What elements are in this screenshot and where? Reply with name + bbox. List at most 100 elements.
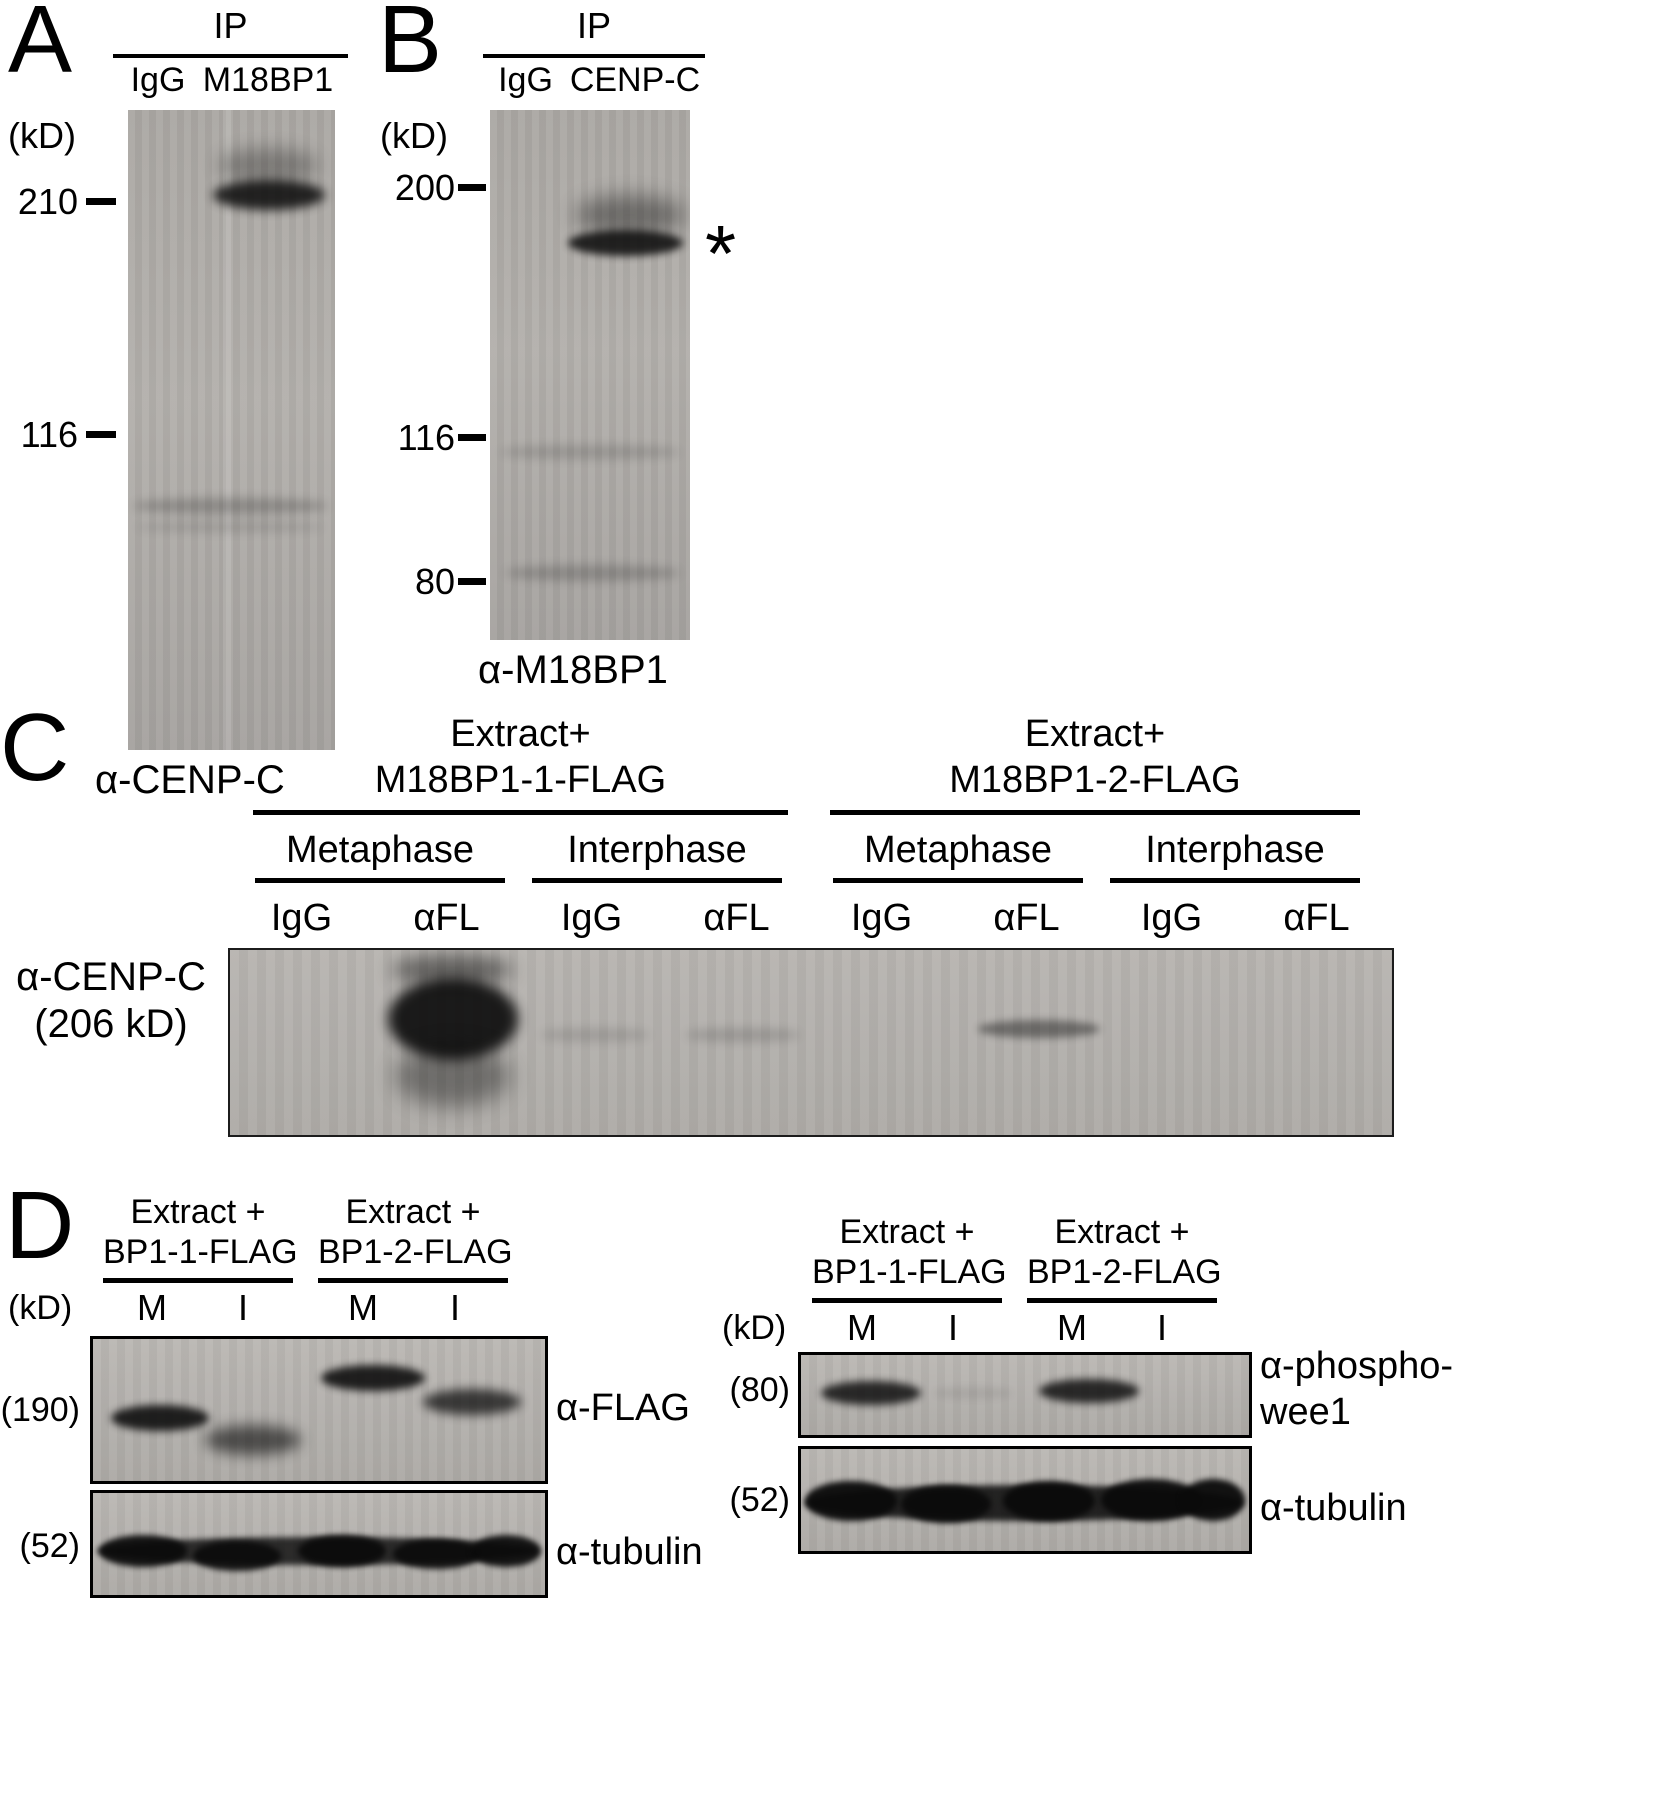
panel-c-blot (228, 948, 1394, 1137)
band-phospho-m2 (1039, 1379, 1139, 1403)
panel-b-ip-rule (483, 54, 705, 58)
panel-a-tick-210 (86, 198, 116, 205)
d-left-kd-label: (kD) (8, 1289, 73, 1327)
panel-b-blot-label: α-M18BP1 (478, 648, 668, 692)
lane-streak (223, 110, 231, 750)
panel-c-group1-rule (253, 810, 788, 815)
panel-b-kd-label: (kD) (380, 115, 448, 156)
d-right-group2-line1: Extract + (1054, 1213, 1190, 1251)
panel-c-row-label-line2: (206 kD) (34, 1002, 188, 1046)
asterisk-marker: * (705, 209, 737, 298)
d-left-flag-blot (90, 1336, 548, 1484)
panel-a-kd-label: (kD) (8, 115, 76, 156)
d-left-lane-m1: M (137, 1287, 167, 1328)
band-faint (685, 1028, 800, 1042)
panel-c-lane-5: IgG (850, 897, 913, 939)
panel-c-phase-rule (255, 878, 505, 883)
panel-b-blot (490, 110, 690, 640)
d-right-lane-i2: I (1156, 1307, 1167, 1348)
panel-a-ip-rule (113, 54, 348, 58)
d-right-lane-m1: M (847, 1307, 877, 1348)
band-tubulin (393, 1539, 481, 1569)
d-right-group2-line2: BP1-2-FLAG (1027, 1253, 1222, 1291)
d-right-phospho-label-line1: α-phospho- (1260, 1345, 1454, 1387)
panel-a-blot-label: α-CENP-C (95, 758, 285, 802)
band-afl-metaphase-2 (978, 1020, 1100, 1038)
panel-c-phase-metaphase-1: Metaphase (285, 829, 474, 871)
panel-a-marker-210: 210 (17, 181, 78, 222)
d-left-flag-label: α-FLAG (556, 1387, 690, 1429)
panel-c-lane-8: αFL (1283, 897, 1350, 939)
panel-b-letter: B (378, 0, 443, 93)
panel-c-lane-4: αFL (703, 897, 770, 939)
d-left-lane-m2: M (348, 1287, 378, 1328)
panel-b-ip-header: IP (576, 5, 611, 46)
panel-a-lane-igg: IgG (130, 61, 186, 99)
d-left-tubulin-blot (90, 1490, 548, 1598)
panel-d-letter: D (5, 1172, 75, 1279)
band-faint (500, 445, 680, 459)
d-right-tubulin-blot (798, 1446, 1252, 1554)
band-faint (136, 522, 324, 532)
panel-c-phase-interphase-2: Interphase (1145, 829, 1325, 871)
panel-c-lane-3: IgG (560, 897, 623, 939)
panel-c-phase-metaphase-2: Metaphase (863, 829, 1052, 871)
d-left-group1-line2: BP1-1-FLAG (103, 1233, 298, 1271)
panel-c-group1-line1: Extract+ (450, 713, 591, 755)
band-faint (505, 565, 680, 581)
band-faint (133, 498, 328, 514)
d-right-lane-i1: I (947, 1307, 958, 1348)
d-left-group1-rule (103, 1278, 293, 1283)
panel-b-marker-200: 200 (394, 167, 455, 208)
d-left-group2-line1: Extract + (345, 1193, 481, 1231)
band-m18bp1-210 (213, 180, 325, 210)
panel-a-lane-m18bp1: M18BP1 (202, 61, 334, 99)
d-left-lane-i1: I (237, 1287, 248, 1328)
panel-c-group2-line1: Extract+ (1024, 713, 1166, 755)
panel-c-group2-rule (830, 810, 1360, 815)
d-left-group1-line1: Extract + (130, 1193, 266, 1231)
panel-b-marker-80: 80 (414, 561, 455, 602)
panel-c-phase-interphase-1: Interphase (567, 829, 747, 871)
panel-c-lane-6: αFL (993, 897, 1060, 939)
band-flag-i1 (205, 1425, 301, 1455)
band-cenpc-ip (568, 230, 683, 256)
panel-a-blot (128, 110, 335, 750)
panel-b-tick-116 (458, 434, 486, 441)
d-right-tubulin-label: α-tubulin (1260, 1487, 1407, 1529)
band-tubulin (471, 1535, 541, 1567)
panel-c-lane-1: IgG (270, 897, 333, 939)
panel-b-lane-igg: IgG (498, 61, 553, 99)
band-tubulin (1181, 1479, 1245, 1521)
band-tubulin (1003, 1481, 1095, 1521)
d-right-marker-80: (80) (729, 1371, 790, 1409)
band-tubulin (193, 1541, 281, 1571)
d-right-phospho-label-line2: wee1 (1260, 1391, 1351, 1433)
band-phospho-m1 (821, 1381, 921, 1405)
d-right-marker-52: (52) (729, 1481, 790, 1519)
panel-a-letter: A (8, 0, 73, 93)
d-right-group1-line2: BP1-1-FLAG (812, 1253, 1007, 1291)
d-left-lane-i2: I (449, 1287, 460, 1328)
panel-a-ip-header: IP (213, 5, 248, 46)
band-flag-m2 (321, 1365, 425, 1391)
panel-b-tick-200 (458, 184, 486, 191)
panel-c-lane-7: IgG (1140, 897, 1203, 939)
panel-a-marker-116: 116 (20, 414, 78, 455)
band-tubulin (298, 1535, 386, 1567)
d-right-kd-label: (kD) (722, 1309, 787, 1347)
panel-b-lane-cenpc: CENP-C (569, 61, 701, 99)
panel-b-tick-80 (458, 578, 486, 585)
band-flag-m1 (111, 1405, 209, 1431)
d-right-lane-m2: M (1057, 1307, 1087, 1348)
d-left-marker-190: (190) (0, 1391, 80, 1429)
band-afl-metaphase-1 (388, 978, 518, 1060)
panel-c-phase-rule (1110, 878, 1360, 883)
band-flag-i2 (423, 1389, 521, 1415)
panel-c-group1-line2: M18BP1-1-FLAG (374, 759, 667, 801)
d-left-group2-line2: BP1-2-FLAG (318, 1233, 513, 1271)
panel-b-marker-116: 116 (397, 417, 455, 458)
panel-c-letter: C (0, 694, 70, 801)
d-right-group1-line1: Extract + (839, 1213, 975, 1251)
